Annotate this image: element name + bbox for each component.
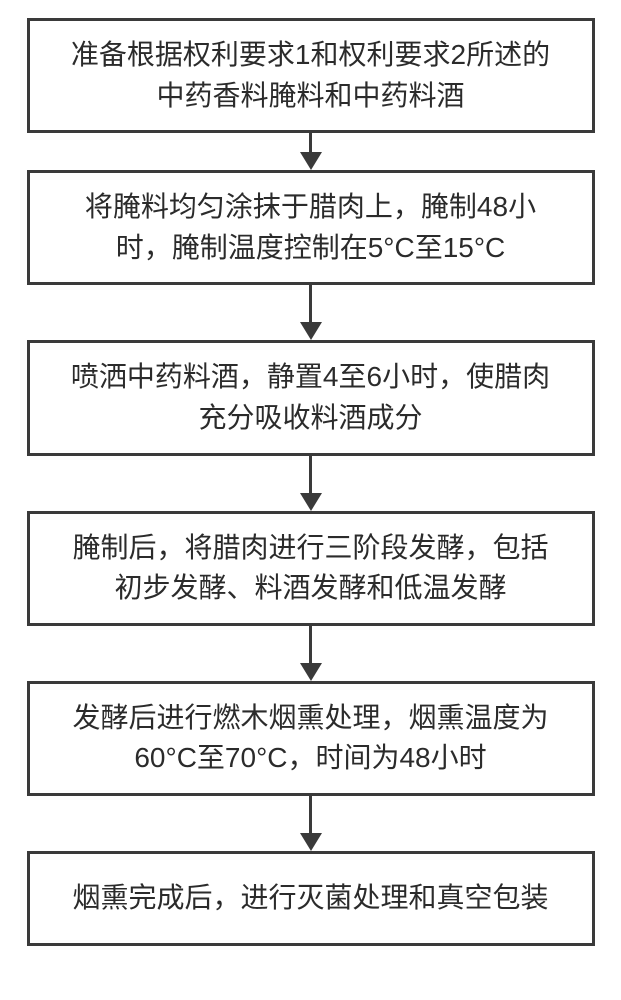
flow-arrow-2 — [300, 285, 322, 340]
flow-node-1-text: 准备根据权利要求1和权利要求2所述的中药香料腌料和中药料酒 — [60, 35, 562, 116]
flow-node-4-text: 腌制后，将腊肉进行三阶段发酵，包括初步发酵、料酒发酵和低温发酵 — [60, 528, 562, 609]
arrow-head-icon — [300, 663, 322, 681]
arrow-head-icon — [300, 833, 322, 851]
flow-node-1: 准备根据权利要求1和权利要求2所述的中药香料腌料和中药料酒 — [27, 18, 595, 133]
flow-node-2-text: 将腌料均匀涂抹于腊肉上，腌制48小时，腌制温度控制在5°C至15°C — [60, 187, 562, 268]
arrow-shaft — [309, 626, 312, 664]
arrow-shaft — [309, 285, 312, 323]
flowchart-container: 准备根据权利要求1和权利要求2所述的中药香料腌料和中药料酒 将腌料均匀涂抹于腊肉… — [0, 0, 621, 964]
flow-node-3-text: 喷洒中药料酒，静置4至6小时，使腊肉充分吸收料酒成分 — [60, 357, 562, 438]
flow-node-3: 喷洒中药料酒，静置4至6小时，使腊肉充分吸收料酒成分 — [27, 340, 595, 455]
flow-arrow-3 — [300, 456, 322, 511]
arrow-shaft — [309, 456, 312, 494]
flow-node-6-text: 烟熏完成后，进行灭菌处理和真空包装 — [72, 878, 548, 919]
arrow-shaft — [309, 796, 312, 834]
flow-node-4: 腌制后，将腊肉进行三阶段发酵，包括初步发酵、料酒发酵和低温发酵 — [27, 511, 595, 626]
flow-arrow-4 — [300, 626, 322, 681]
arrow-head-icon — [300, 322, 322, 340]
flow-arrow-1 — [300, 133, 322, 170]
flow-node-5: 发酵后进行燃木烟熏处理，烟熏温度为60°C至70°C，时间为48小时 — [27, 681, 595, 796]
flow-node-6: 烟熏完成后，进行灭菌处理和真空包装 — [27, 851, 595, 946]
arrow-shaft — [309, 133, 312, 153]
arrow-head-icon — [300, 493, 322, 511]
arrow-head-icon — [300, 152, 322, 170]
flow-node-2: 将腌料均匀涂抹于腊肉上，腌制48小时，腌制温度控制在5°C至15°C — [27, 170, 595, 285]
flow-node-5-text: 发酵后进行燃木烟熏处理，烟熏温度为60°C至70°C，时间为48小时 — [60, 698, 562, 779]
flow-arrow-5 — [300, 796, 322, 851]
